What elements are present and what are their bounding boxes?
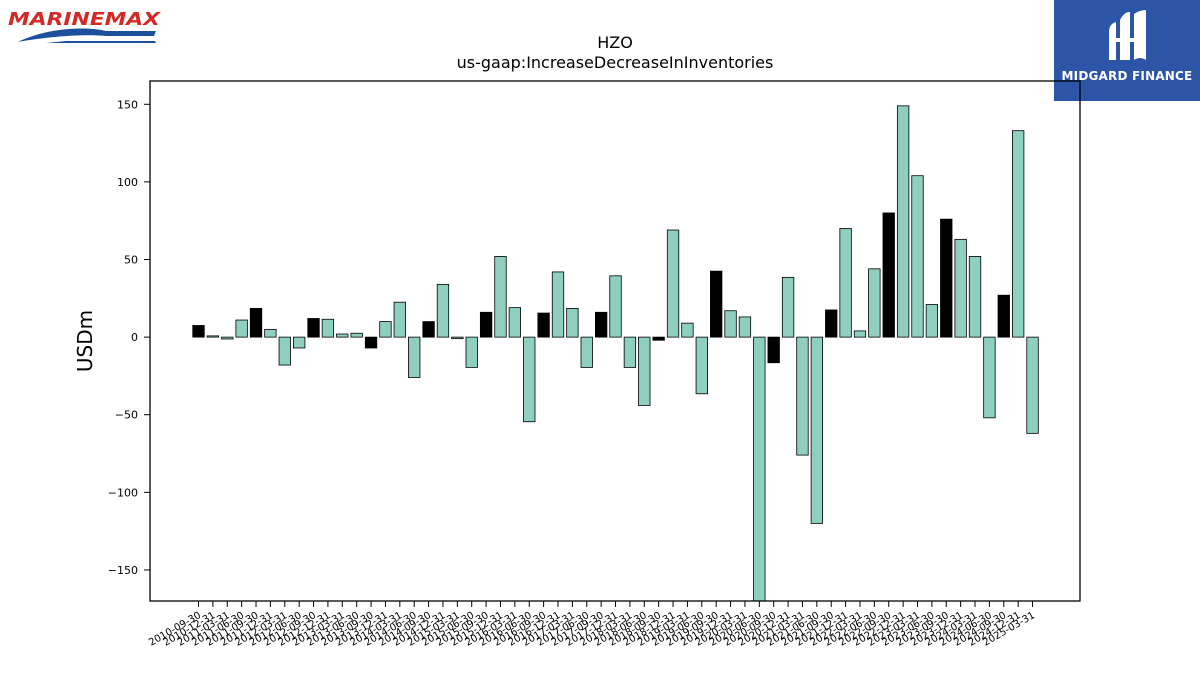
bar bbox=[609, 275, 622, 338]
bar bbox=[422, 321, 435, 338]
bar bbox=[321, 318, 335, 338]
bar bbox=[566, 307, 579, 338]
bar bbox=[249, 307, 263, 338]
y-tick-label: 100 bbox=[117, 176, 138, 189]
bar bbox=[925, 304, 939, 338]
bar bbox=[293, 336, 306, 349]
bar bbox=[753, 336, 766, 602]
bars-group bbox=[192, 105, 1039, 602]
bar bbox=[810, 336, 823, 524]
bar bbox=[681, 322, 694, 338]
bar bbox=[580, 336, 593, 368]
bar bbox=[537, 312, 550, 338]
bar bbox=[264, 328, 277, 338]
bar bbox=[350, 332, 363, 338]
bar bbox=[278, 336, 291, 366]
chart-title: HZO bbox=[597, 33, 633, 52]
bar bbox=[954, 238, 967, 338]
bar bbox=[911, 175, 924, 338]
bar bbox=[551, 271, 565, 338]
bar bbox=[853, 330, 867, 338]
bar bbox=[508, 307, 522, 338]
bar bbox=[767, 336, 780, 364]
bar bbox=[206, 335, 220, 338]
bar bbox=[652, 336, 665, 341]
bar bbox=[494, 255, 507, 338]
y-tick-label: −150 bbox=[108, 564, 138, 577]
bar bbox=[479, 311, 493, 338]
bar bbox=[408, 336, 421, 378]
bar bbox=[839, 228, 852, 338]
y-tick-label: −50 bbox=[115, 409, 138, 422]
bar bbox=[451, 336, 464, 340]
bar bbox=[997, 294, 1010, 338]
midgard-logo-mark bbox=[1109, 10, 1146, 60]
bar bbox=[896, 105, 910, 338]
bar bbox=[868, 268, 881, 338]
bar bbox=[364, 336, 378, 349]
marinemax-logo-text: MARINEMAX bbox=[8, 9, 161, 30]
bar bbox=[724, 310, 737, 338]
bar bbox=[1026, 336, 1039, 434]
bar bbox=[666, 229, 680, 338]
bar bbox=[940, 218, 953, 338]
chart-subtitle: us-gaap:IncreaseDecreaseInInventories bbox=[457, 53, 774, 72]
bar bbox=[594, 311, 608, 338]
bar bbox=[968, 255, 982, 338]
bar bbox=[738, 316, 752, 338]
bar bbox=[393, 301, 406, 338]
midgard-finance-text: MIDGARD FINANCE bbox=[1061, 69, 1193, 83]
bar bbox=[983, 336, 996, 419]
bar bbox=[379, 321, 392, 338]
y-tick-label: 50 bbox=[124, 254, 138, 267]
bar bbox=[436, 283, 450, 338]
marinemax-logo: MARINEMAX bbox=[6, 6, 166, 46]
y-axis-ticks: −150 −100 −50 0 50 100 150 bbox=[108, 98, 150, 577]
bar bbox=[523, 336, 536, 423]
bar bbox=[623, 336, 637, 368]
y-axis-label: USDm bbox=[73, 310, 97, 372]
bar bbox=[1012, 130, 1025, 338]
bar bbox=[307, 318, 320, 338]
bar bbox=[638, 336, 651, 406]
bar bbox=[221, 336, 234, 340]
bar bbox=[710, 270, 723, 338]
bar bbox=[825, 309, 838, 338]
bar bbox=[781, 276, 795, 338]
bar bbox=[336, 333, 349, 338]
wave-swoosh bbox=[18, 28, 156, 42]
y-tick-label: 150 bbox=[117, 98, 138, 111]
bar bbox=[695, 336, 708, 395]
plot-frame bbox=[149, 80, 1081, 602]
marinemax-logo-mark: MARINEMAX bbox=[8, 9, 161, 43]
bar bbox=[235, 319, 248, 338]
wave-underline bbox=[46, 41, 156, 43]
y-tick-label: 0 bbox=[131, 331, 138, 344]
x-axis-ticks: 2010-09-302010-12-312011-03-312011-06-30… bbox=[147, 601, 1037, 649]
y-tick-label: −100 bbox=[108, 486, 138, 499]
bar bbox=[796, 336, 809, 456]
bar bbox=[882, 212, 895, 338]
bar bbox=[465, 336, 478, 368]
midgard-finance-logo: MIDGARD FINANCE bbox=[1054, 0, 1200, 101]
bar bbox=[192, 325, 205, 338]
